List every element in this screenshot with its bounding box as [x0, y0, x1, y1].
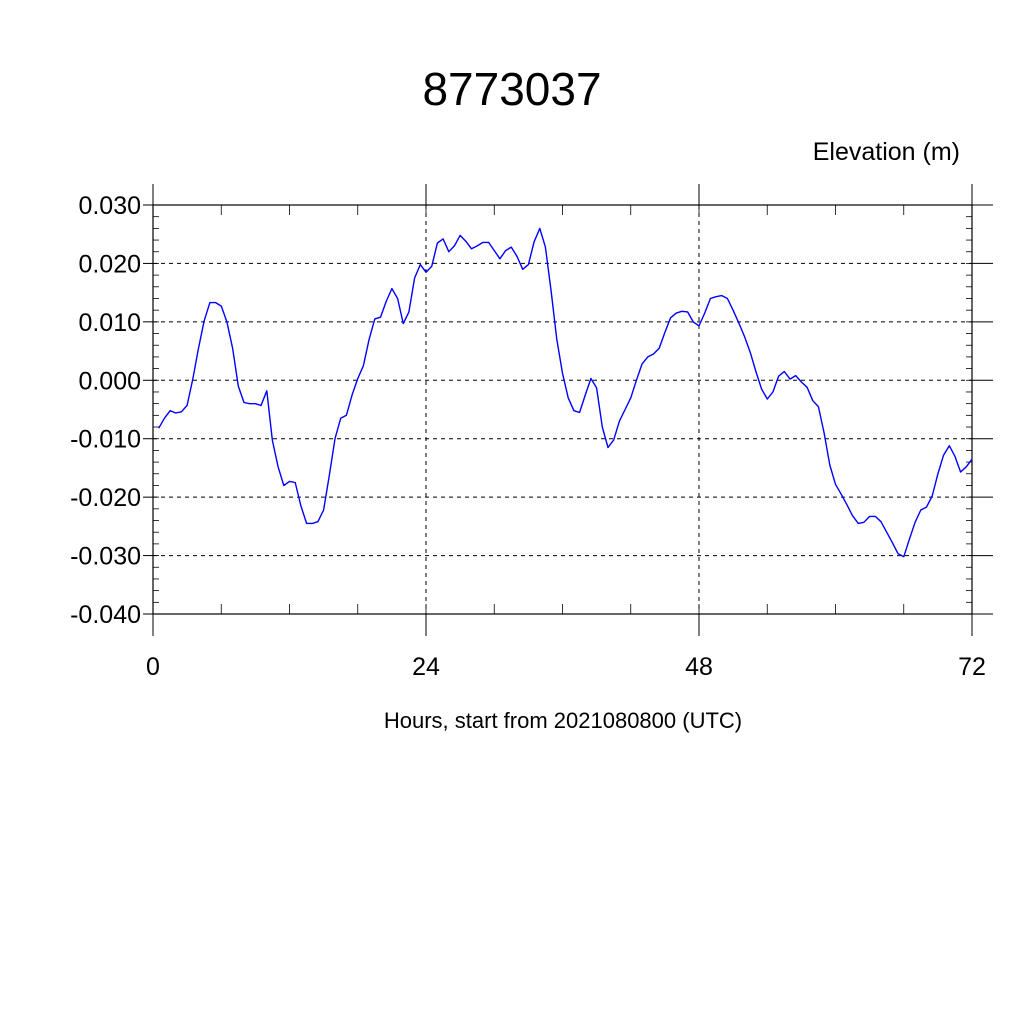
y-axis-label: Elevation (m) [812, 138, 960, 166]
x-tick-label: 48 [685, 653, 713, 681]
series-line [158, 227, 973, 558]
x-axis-label: Hours, start from 2021080800 (UTC) [383, 708, 743, 733]
y-tick-label: 0.030 [78, 192, 141, 220]
grid-lines [153, 205, 972, 614]
axis-ticks [143, 184, 993, 636]
plot-frame [152, 204, 973, 615]
y-tick-labels: -0.040 -0.030 -0.020 -0.010 0.000 0.010 0.020 0… [70, 192, 141, 629]
chart-title: 8773037 [422, 63, 602, 115]
y-tick-label: -0.010 [70, 426, 141, 454]
x-tick-labels: 0 24 48 72 [146, 653, 986, 681]
y-tick-label: 0.010 [78, 309, 141, 337]
y-tick-label: 0.000 [78, 367, 141, 395]
series-lines [158, 227, 973, 558]
y-tick-label: -0.040 [70, 601, 141, 629]
x-tick-label: 24 [412, 653, 440, 681]
y-tick-label: -0.030 [70, 543, 141, 571]
x-tick-label: 0 [146, 653, 160, 681]
y-tick-label: 0.020 [78, 250, 141, 278]
x-tick-label: 72 [958, 653, 986, 681]
y-tick-label: -0.020 [70, 484, 141, 512]
